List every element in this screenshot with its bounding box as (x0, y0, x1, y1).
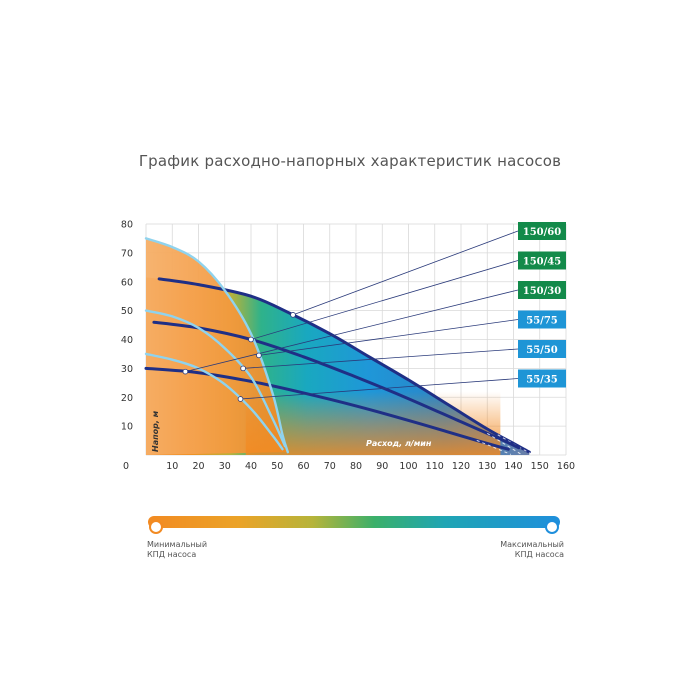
x-tick-label: 0 (123, 461, 129, 472)
y-tick-label: 10 (121, 422, 133, 433)
curve-tail-150-45 (486, 432, 522, 455)
leader-lines (182, 230, 519, 402)
series-label-box-55-75 (518, 310, 566, 329)
x-axis-label: Расход, л/мин (366, 439, 432, 448)
series-label-150-30: 150/30 (523, 286, 561, 297)
max-efficiency-label: Максимальный КПД насоса (500, 540, 564, 559)
x-tick-label: 110 (426, 461, 444, 472)
leader-150-30 (185, 289, 519, 373)
y-tick-label: 80 (121, 220, 133, 231)
x-tick-label: 50 (271, 461, 283, 472)
x-tick-label: 130 (478, 461, 496, 472)
series-label-150-60: 150/60 (523, 227, 561, 238)
x-tick-label: 100 (399, 461, 417, 472)
leader-55-50 (243, 348, 519, 369)
series-labels: 150/60 150/45 150/30 55/75 55/50 55/35 (518, 222, 566, 388)
leader-dot-55-75 (256, 352, 262, 359)
max-efficiency-marker (545, 520, 559, 534)
y-tick-label: 70 (121, 248, 133, 259)
y-tick-label: 30 (121, 364, 133, 375)
x-tick-label: 20 (192, 461, 204, 472)
x-tick-label: 30 (219, 461, 231, 472)
x-tick-label: 90 (376, 461, 388, 472)
series-label-55-50: 55/50 (526, 345, 558, 356)
leader-dot-150-30 (182, 368, 189, 375)
leader-dot-55-50 (240, 365, 246, 372)
series-label-box-150-30 (518, 281, 566, 299)
x-tick-label: 70 (324, 461, 336, 472)
series-label-box-55-50 (518, 340, 566, 358)
curve-150-60 (157, 277, 531, 454)
x-tick-label: 60 (297, 461, 309, 472)
chart-title: График расходно-напорных характеристик н… (138, 152, 562, 170)
curve-55-50 (144, 309, 287, 448)
y-tick-label: 40 (121, 335, 133, 346)
y-axis-label: Напор, м (151, 410, 160, 452)
efficiency-area (146, 238, 530, 455)
min-efficiency-label: Минимальный КПД насоса (147, 540, 208, 559)
x-tick-label: 120 (452, 461, 470, 472)
x-tick-label: 140 (504, 461, 522, 472)
x-tick-label: 150 (531, 461, 549, 472)
series-label-box-150-60 (518, 222, 566, 240)
leader-dot-150-45 (248, 336, 254, 343)
leader-150-60 (292, 230, 519, 316)
series-label-55-75: 55/75 (526, 316, 558, 327)
curve-55-35 (144, 352, 284, 451)
series-label-55-35: 55/35 (526, 375, 558, 386)
leader-dot-150-60 (290, 312, 296, 318)
curve-55-75 (144, 237, 289, 454)
y-tick-label: 60 (121, 277, 133, 288)
leader-150-45 (250, 260, 519, 340)
series-label-150-45: 150/45 (523, 257, 561, 268)
curves (144, 237, 533, 455)
x-tick-label: 160 (557, 461, 575, 472)
curve-tail-150-30 (476, 439, 512, 455)
leader-dot-55-35 (237, 396, 244, 402)
x-tick-label: 10 (166, 461, 178, 472)
y-tick-label: 50 (121, 306, 133, 317)
leader-55-35 (240, 378, 519, 400)
series-label-box-55-35 (518, 369, 566, 388)
series-label-box-150-45 (518, 251, 566, 270)
efficiency-area-bottom-band (245, 391, 501, 455)
efficiency-scale-bar (148, 516, 560, 528)
tick-labels: 0 10 20 30 40 50 60 70 80 90 100 110 120 130 140 150 160… (121, 220, 575, 473)
y-tick-label: 20 (121, 393, 133, 404)
curve-150-45 (152, 320, 521, 450)
x-tick-label: 80 (350, 461, 362, 472)
x-tick-label: 40 (245, 461, 257, 472)
min-efficiency-marker (149, 520, 163, 534)
leader-55-75 (258, 319, 519, 356)
